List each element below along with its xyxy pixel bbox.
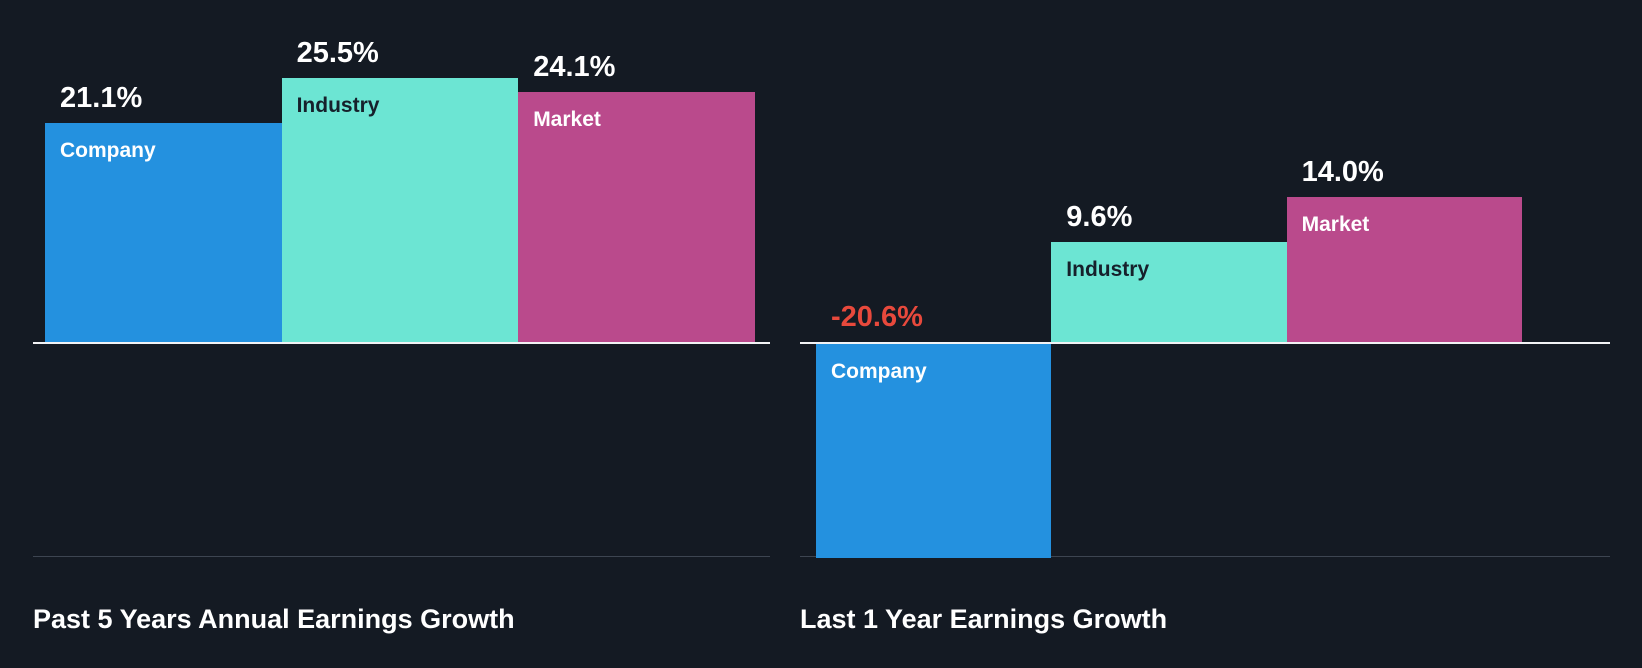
bar-value-label-industry: 25.5%	[296, 36, 379, 69]
bar-category-label-industry: Industry	[296, 93, 380, 117]
bar-company[interactable]: Company	[816, 344, 1052, 558]
bar-industry[interactable]: Industry	[1051, 242, 1287, 342]
bar-value-label-market: 14.0%	[1301, 155, 1384, 188]
chart-title-last-1-year: Last 1 Year Earnings Growth	[800, 604, 1168, 635]
zero-axis-line	[800, 342, 1610, 344]
bottom-axis-line	[33, 556, 770, 557]
bottom-axis-line	[800, 556, 1610, 557]
bar-industry[interactable]: Industry	[281, 77, 519, 342]
panel-past-5-years-chart: 21.1% Company 25.5% Industry 24.1% Marke…	[33, 0, 770, 668]
bar-company[interactable]: Company	[45, 123, 282, 342]
bar-value-label-company: -20.6%	[831, 301, 923, 333]
zero-axis-line	[33, 342, 770, 344]
chart-title-past-5-years: Past 5 Years Annual Earnings Growth	[33, 604, 515, 635]
panel-last-1-year-chart: -20.6% Company 9.6% Industry 14.0% Marke…	[800, 0, 1610, 668]
bar-category-label-market: Market	[1301, 212, 1370, 236]
bar-value-label-company: 21.1%	[60, 82, 143, 115]
bar-value-label-market: 24.1%	[533, 51, 616, 84]
bar-category-label-industry: Industry	[1066, 258, 1150, 282]
bar-category-label-company: Company	[831, 360, 927, 383]
bar-market[interactable]: Market	[518, 92, 755, 342]
bar-category-label-company: Company	[60, 139, 156, 163]
bar-category-label-market: Market	[533, 108, 601, 132]
bar-market[interactable]: Market	[1286, 196, 1522, 342]
bar-value-label-industry: 9.6%	[1066, 201, 1133, 234]
